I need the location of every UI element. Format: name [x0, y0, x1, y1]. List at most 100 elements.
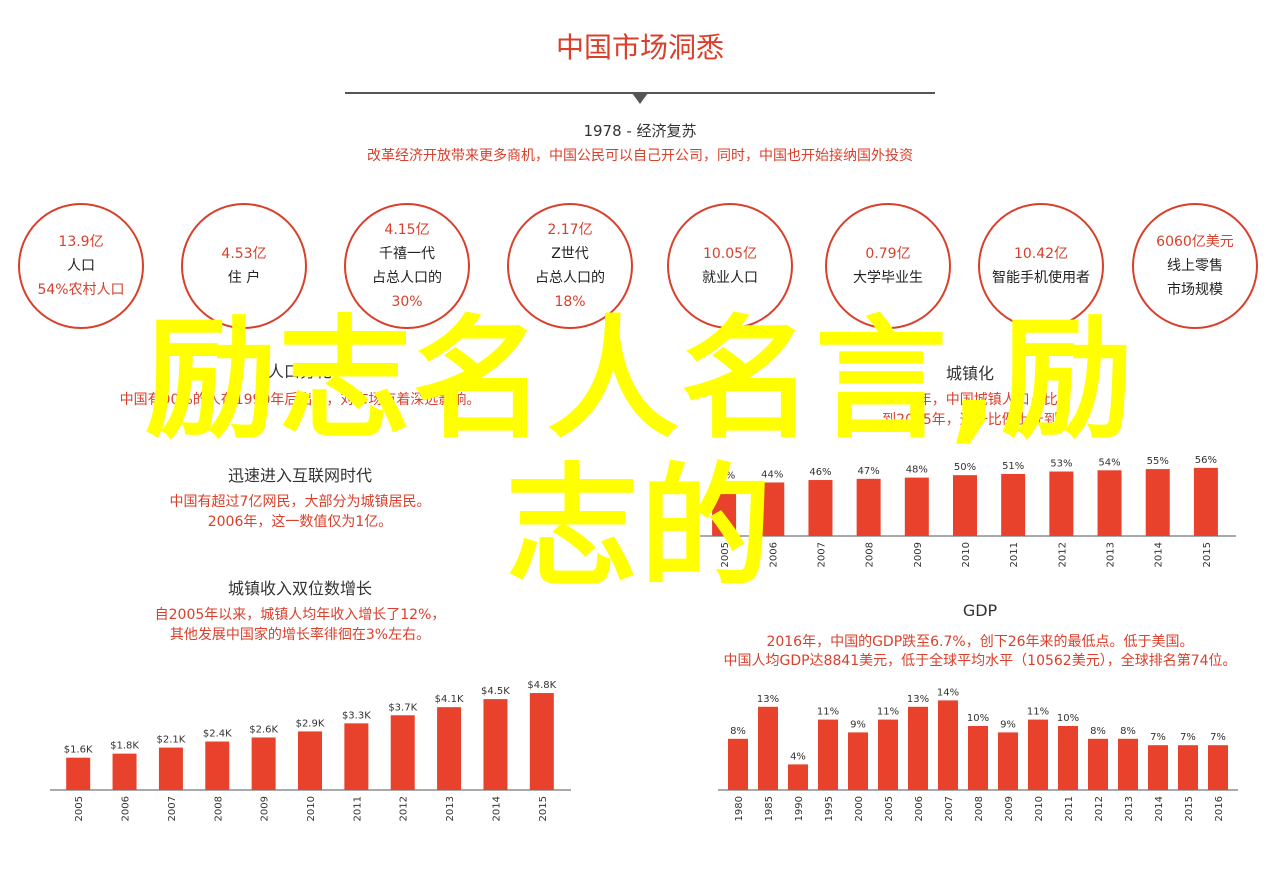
stat-value: 0.79亿 [865, 246, 911, 262]
data-label-1995: 11% [817, 707, 839, 718]
section-text-gdp-2: 中国人均GDP达8841美元，低于全球平均水平（10562美元），全球排名第74… [723, 653, 1237, 669]
data-label-2013: $4.1K [435, 694, 464, 705]
page-title: 中国市场洞悉 [555, 31, 724, 64]
bar-2006 [908, 706, 928, 790]
tick-label-2008: 2008 [974, 796, 985, 821]
bar-1990 [788, 764, 808, 790]
tick-label-2013: 2013 [445, 796, 456, 821]
stat-circle-gen-z: 2.17亿 Z世代 占总人口的 18% [507, 203, 633, 329]
bar-2008 [856, 478, 881, 536]
tick-label-1980: 1980 [734, 796, 745, 821]
data-label-2006: $1.8K [110, 741, 139, 752]
tick-label-2005: 2005 [720, 542, 731, 567]
stat-percent: 18% [554, 294, 586, 310]
bar-2000 [848, 732, 868, 790]
section-title-urban: 城镇化 [945, 364, 994, 383]
gdp-chart: 8% 1980 13% 1985 4% 1990 11% 1995 9% 2000 11% 2005 1… [718, 687, 1238, 821]
bar-2007 [808, 480, 833, 536]
bar-2008 [968, 726, 988, 790]
stat-value: 4.53亿 [221, 246, 267, 262]
tick-label-2013: 2013 [1124, 796, 1135, 821]
section-text-population: 中国有90%的人在1990年后出生，对市场有着深远影响。 [119, 392, 481, 408]
bar-2013 [1097, 470, 1122, 536]
tick-label-2007: 2007 [944, 796, 955, 821]
bar-2007 [158, 747, 183, 790]
tick-label-1985: 1985 [764, 796, 775, 821]
stat-value: 13.9亿 [58, 234, 104, 250]
data-label-2011: 10% [1057, 713, 1079, 724]
section-text-income-1: 自2005年以来，城镇人均年收入增长了12%， [154, 607, 446, 623]
tick-label-2008: 2008 [865, 542, 876, 567]
stat-percent: 30% [391, 294, 423, 310]
tick-label-2010: 2010 [1034, 796, 1045, 821]
data-label-2011: 51% [1002, 461, 1024, 472]
tick-label-2007: 2007 [167, 796, 178, 821]
tick-label-2008: 2008 [213, 796, 224, 821]
bar-2013 [1118, 738, 1138, 790]
bar-2012 [1049, 471, 1074, 536]
data-label-2012: 8% [1090, 726, 1106, 737]
tick-label-2015: 2015 [1184, 796, 1195, 821]
stat-label: 大学毕业生 [853, 270, 923, 286]
tick-label-2009: 2009 [1004, 796, 1015, 821]
bar-2009 [904, 477, 929, 536]
tick-label-2014: 2014 [491, 796, 502, 821]
tick-label-2015: 2015 [1202, 542, 1213, 567]
data-label-2008: 10% [967, 713, 989, 724]
data-label-2010: 50% [954, 462, 976, 473]
stat-value: 2.17亿 [547, 222, 593, 238]
stat-note: 54%农村人口 [37, 282, 125, 298]
bar-1995 [818, 719, 838, 790]
data-label-2013: 54% [1098, 457, 1120, 468]
section-text-urban-1: 1997年，中国城镇人口占比 [882, 392, 1058, 408]
bar-1980 [728, 738, 748, 790]
tick-label-2015: 2015 [538, 796, 549, 821]
data-label-2013: 8% [1120, 726, 1136, 737]
data-label-2000: 9% [850, 719, 866, 730]
stat-label: 人口 [67, 258, 95, 274]
section-title-income: 城镇收入双位数增长 [227, 579, 372, 598]
stat-label: Z世代 [551, 246, 589, 262]
bar-2011 [344, 723, 369, 790]
tick-label-2007: 2007 [816, 542, 827, 567]
section-title-gdp: GDP [962, 601, 998, 620]
bar-2012 [390, 715, 415, 790]
data-label-1980: 8% [730, 726, 746, 737]
bar-2005 [878, 719, 898, 790]
bar-2010 [298, 731, 322, 790]
bar-2008 [205, 741, 230, 790]
bar-2015 [529, 693, 554, 790]
stat-label: 线上零售 [1167, 258, 1223, 274]
bar-2006 [112, 753, 137, 790]
bar-1985 [758, 706, 778, 790]
tick-label-2005: 2005 [74, 796, 85, 821]
stat-value: 6060亿美元 [1156, 234, 1234, 250]
bar-2010 [953, 475, 977, 536]
subtitle: 1978 - 经济复苏 [583, 122, 697, 140]
data-label-2009: 48% [906, 465, 928, 476]
bar-2015 [1193, 467, 1218, 536]
tick-label-2006: 2006 [768, 542, 779, 567]
tick-label-2009: 2009 [913, 542, 924, 567]
tick-label-2012: 2012 [1057, 542, 1068, 567]
data-label-2009: 9% [1000, 719, 1016, 730]
stat-label: 就业人口 [702, 270, 758, 286]
bar-2005 [712, 483, 737, 536]
stat-label: 智能手机使用者 [992, 270, 1090, 286]
data-label-2008: 47% [858, 466, 880, 477]
tick-label-2010: 2010 [961, 542, 972, 567]
tick-label-2012: 2012 [399, 796, 410, 821]
data-label-2010: $2.9K [296, 718, 325, 729]
subtitle-text: 改革经济开放带来更多商机，中国公民可以自己开公司，同时，中国也开始接纳国外投资 [367, 148, 913, 164]
stat-label: 千禧一代 [379, 246, 435, 262]
bar-2010 [1028, 719, 1048, 790]
bar-2005 [66, 757, 91, 790]
data-label-2007: $2.1K [156, 735, 185, 746]
stat-value: 10.42亿 [1013, 246, 1069, 262]
income-chart: $1.6K 2005 $1.8K 2006 $2.1K 2007 $2.4K 2008 $2.6… [50, 680, 571, 821]
data-label-2007: 46% [809, 467, 831, 478]
data-label-2005: $1.6K [64, 745, 93, 756]
bar-2014 [483, 699, 508, 790]
data-label-2014: 55% [1147, 456, 1169, 467]
data-label-2016: 7% [1210, 732, 1226, 743]
